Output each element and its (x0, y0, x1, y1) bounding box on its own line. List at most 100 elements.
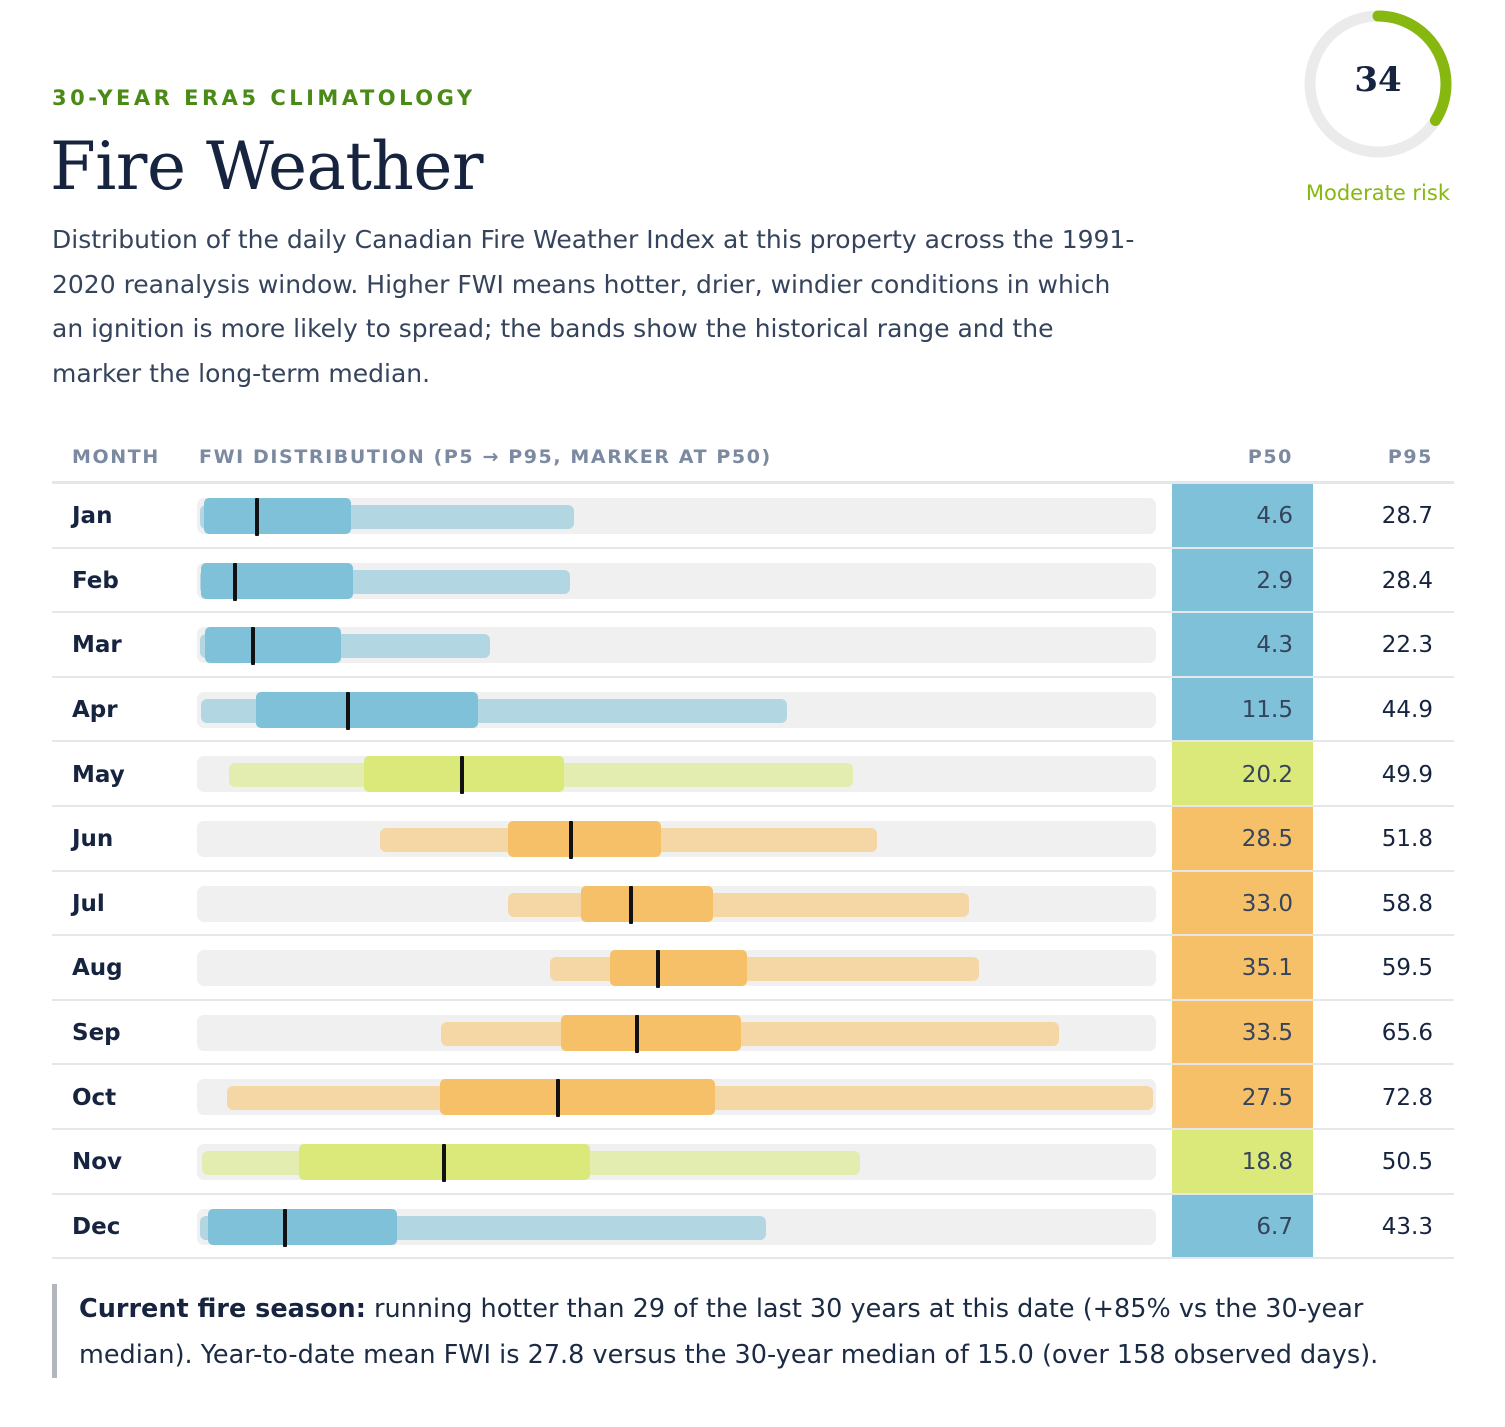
p95-value: 58.8 (1381, 890, 1433, 917)
p95-value: 50.5 (1381, 1149, 1433, 1176)
note-body: running hotter than 29 of the last 30 ye… (79, 1294, 1379, 1370)
p25-p75-box (200, 562, 354, 599)
median-marker (569, 821, 574, 859)
table-row: Sep 33.5 65.6 (52, 1000, 1454, 1066)
p25-p75-box (560, 1014, 741, 1051)
header-kicker: 30-YEAR ERA5 CLIMATOLOGY (52, 86, 476, 110)
p25-p75-box (256, 691, 479, 728)
page-description: Distribution of the daily Canadian Fire … (52, 225, 1135, 388)
p95-value: 28.4 (1381, 567, 1433, 594)
p95-value: 22.3 (1381, 632, 1433, 659)
median-marker (251, 627, 256, 666)
p50-value: 33.0 (1172, 871, 1313, 937)
row-divider (52, 998, 1454, 1001)
median-marker (233, 562, 238, 601)
row-divider (52, 869, 1454, 872)
month-label: Sep (72, 1020, 121, 1047)
median-marker (346, 691, 351, 730)
p50-value: 4.3 (1172, 613, 1313, 678)
row-divider (52, 1063, 1454, 1066)
distribution-track (197, 950, 1156, 989)
distribution-track (197, 627, 1156, 666)
row-divider (52, 1257, 1454, 1260)
month-label: Feb (72, 567, 119, 594)
page-title: Fire Weather (50, 128, 484, 205)
p50-value: 4.6 (1172, 484, 1313, 549)
column-header-distribution: FWI DISTRIBUTION (P5 → P95, MARKER AT P5… (199, 446, 772, 468)
note-accent-bar (52, 1284, 57, 1378)
p50-value: 35.1 (1172, 936, 1313, 1001)
month-label: Nov (72, 1149, 123, 1176)
median-marker (656, 950, 661, 989)
row-divider (52, 675, 1454, 678)
median-marker (635, 1014, 640, 1053)
table-row: Jan 4.6 28.7 (52, 484, 1454, 549)
note-lead: Current fire season: (79, 1294, 366, 1324)
table-row: Aug 35.1 59.5 (52, 936, 1454, 1001)
median-marker (556, 1079, 561, 1118)
distribution-track (197, 885, 1156, 924)
gauge-value: 34 (1354, 60, 1402, 100)
month-label: Oct (72, 1084, 117, 1111)
median-marker (628, 885, 633, 924)
p50-value: 20.2 (1172, 742, 1313, 807)
month-label: May (72, 761, 125, 788)
table-row: Oct 27.5 72.8 (52, 1065, 1454, 1130)
p25-p75-box (440, 1079, 715, 1116)
distribution-track (197, 498, 1156, 536)
row-divider (52, 740, 1454, 743)
column-header-p50: P50 (1247, 446, 1293, 468)
row-divider (52, 1127, 1454, 1130)
p95-value: 43.3 (1381, 1213, 1433, 1240)
median-marker (441, 1144, 446, 1182)
table-row: Apr 11.5 44.9 (52, 677, 1454, 743)
distribution-track (197, 821, 1156, 859)
distribution-track (197, 562, 1156, 601)
p25-p75-box (204, 627, 342, 664)
row-divider (52, 934, 1454, 937)
gauge-fill (1304, 10, 1452, 158)
month-label: Jun (72, 826, 114, 853)
column-header-month: MONTH (72, 446, 160, 468)
p50-value: 2.9 (1172, 548, 1313, 614)
p50-value: 33.5 (1172, 1000, 1313, 1066)
p95-value: 44.9 (1381, 697, 1433, 724)
row-divider (52, 546, 1454, 549)
distribution-track (197, 1014, 1156, 1053)
distribution-track (197, 756, 1156, 795)
p5-p95-band (441, 1021, 1059, 1046)
p95-value: 49.9 (1381, 761, 1433, 788)
table-row: Jun 28.5 51.8 (52, 807, 1454, 872)
row-divider (52, 1192, 1454, 1195)
p25-p75-box (580, 885, 714, 922)
median-marker (283, 1208, 288, 1247)
p5-p95-band (508, 892, 970, 917)
median-marker (460, 756, 465, 795)
table-row: Feb 2.9 28.4 (52, 548, 1454, 614)
p25-p75-box (203, 498, 351, 534)
p50-value: 27.5 (1172, 1065, 1313, 1130)
row-divider (52, 611, 1454, 614)
month-label: Dec (72, 1213, 121, 1240)
distribution-track (197, 1208, 1156, 1247)
p25-p75-box (508, 821, 661, 857)
distribution-track (197, 691, 1156, 730)
p95-value: 28.7 (1381, 503, 1433, 530)
p95-value: 59.5 (1381, 955, 1433, 982)
median-marker (255, 498, 260, 536)
p50-value: 18.8 (1172, 1130, 1313, 1195)
table-row: Nov 18.8 50.5 (52, 1130, 1454, 1195)
p95-value: 65.6 (1381, 1020, 1433, 1047)
risk-gauge (1304, 10, 1452, 158)
p50-value: 11.5 (1172, 677, 1313, 743)
p25-p75-box (609, 950, 748, 987)
column-header-p95: P95 (1387, 446, 1433, 468)
month-label: Jul (72, 890, 105, 917)
month-label: Aug (72, 955, 123, 982)
p50-value: 6.7 (1172, 1194, 1313, 1260)
distribution-track (197, 1144, 1156, 1182)
season-note: Current fire season: running hotter than… (52, 1284, 1452, 1378)
header-divider (52, 481, 1454, 484)
table-row: Dec 6.7 43.3 (52, 1194, 1454, 1260)
table-row: Mar 4.3 22.3 (52, 613, 1454, 678)
